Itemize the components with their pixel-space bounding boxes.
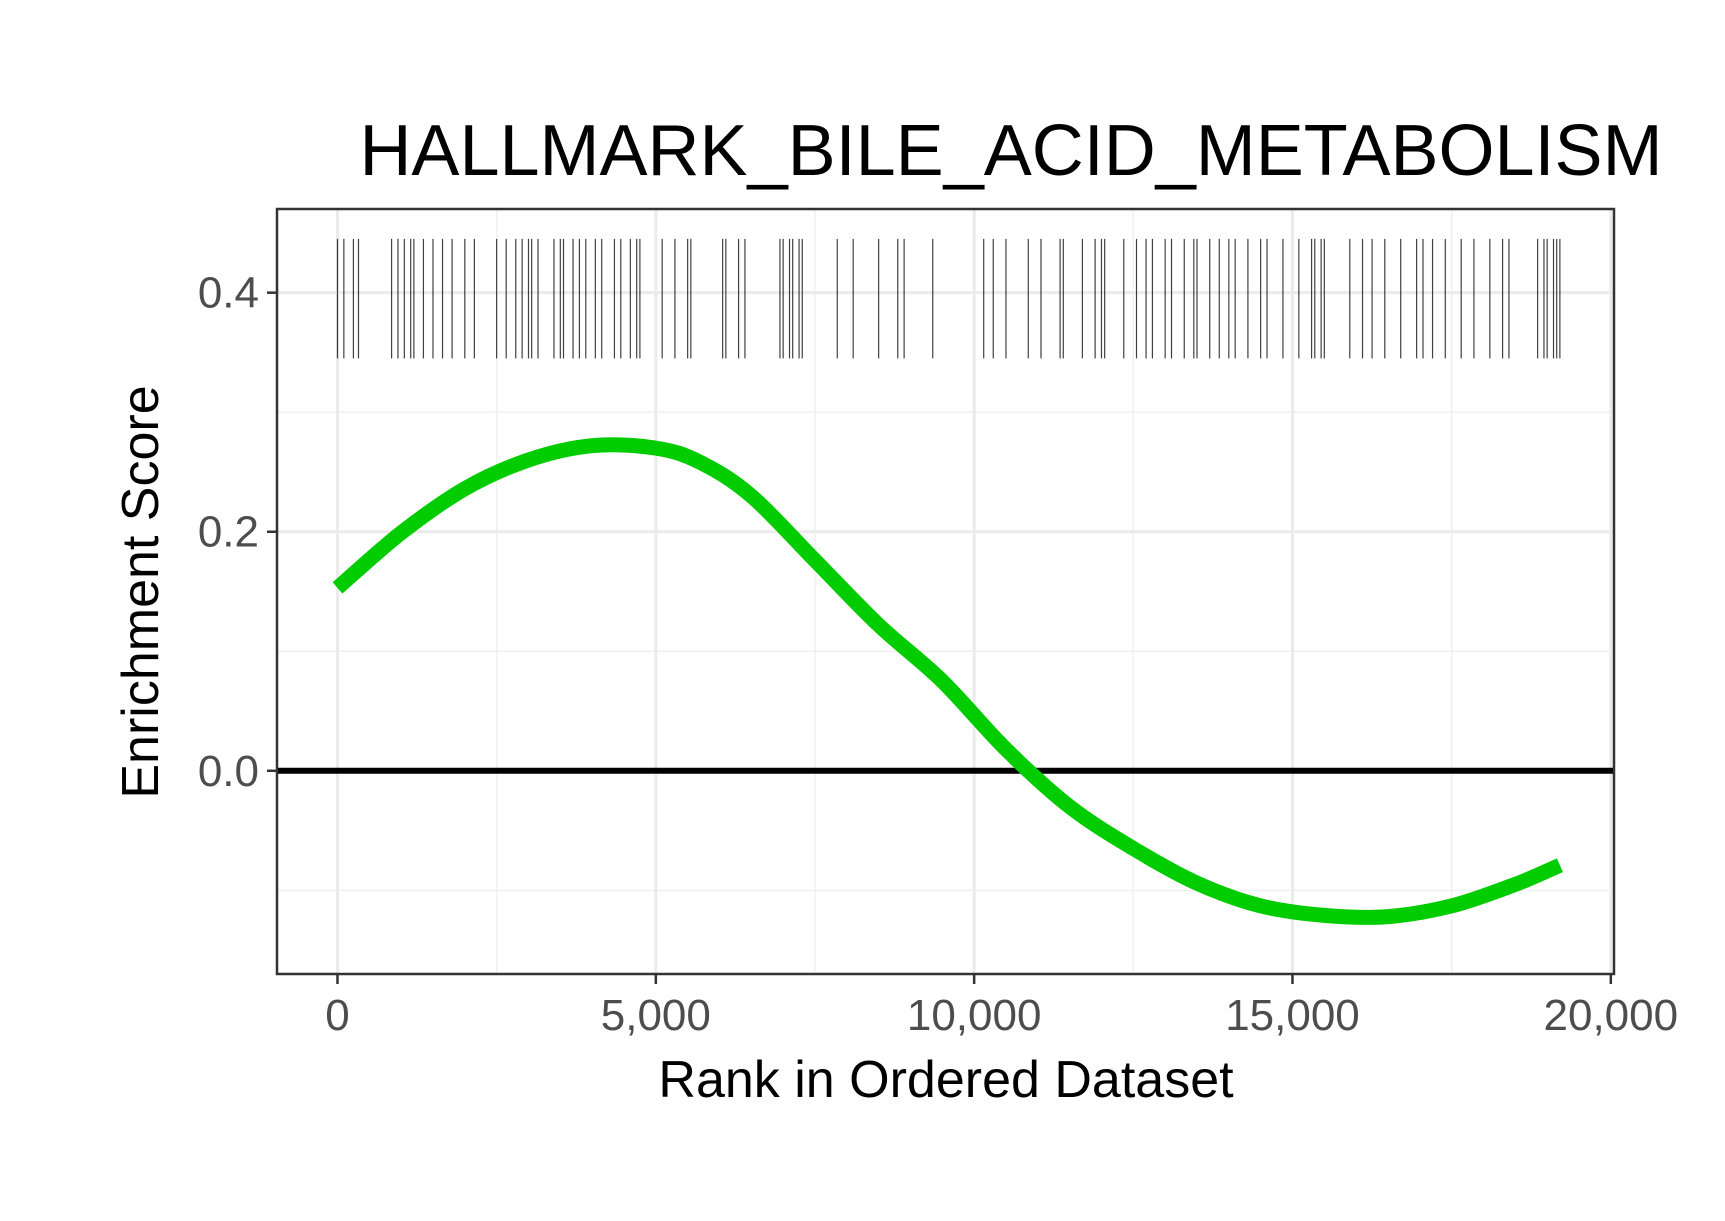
x-axis-title: Rank in Ordered Dataset: [658, 1051, 1234, 1109]
x-tick-label: 15,000: [1225, 991, 1360, 1040]
enrichment-curve: [332, 437, 1563, 925]
y-tick-label: 0.0: [198, 747, 259, 796]
gene-hit-rug: [336, 238, 1561, 359]
x-tick-label: 10,000: [907, 991, 1042, 1040]
panel-border: [275, 207, 1616, 976]
x-axis: 0 5,000 10,000 15,000 20,000: [325, 974, 1678, 1040]
chart-title: HALLMARK_BILE_ACID_METABOLISM: [359, 111, 1662, 191]
x-tick-label: 0: [325, 991, 349, 1040]
x-tick-label: 20,000: [1544, 991, 1679, 1040]
y-axis-title: Enrichment Score: [112, 385, 170, 798]
y-tick-label: 0.4: [198, 269, 259, 318]
y-tick-label: 0.2: [198, 508, 259, 557]
y-axis: 0.0 0.2 0.4: [198, 269, 277, 796]
x-tick-label: 5,000: [601, 991, 711, 1040]
